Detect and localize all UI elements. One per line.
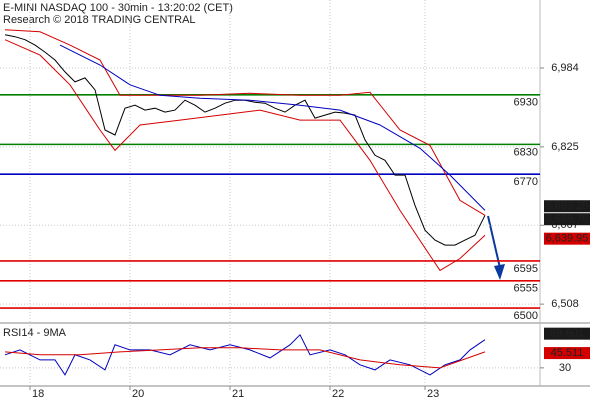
level-label: 6830	[514, 146, 538, 158]
price-label: 6,689.75	[546, 213, 589, 225]
level-label: 6930	[514, 97, 538, 109]
level-label: 6500	[514, 310, 538, 322]
forecast-arrowhead	[494, 264, 505, 280]
series-line	[59, 44, 486, 211]
x-tick-label: 21	[232, 388, 244, 400]
chart-subtitle: Research © 2018 TRADING CENTRAL	[3, 14, 196, 26]
y-tick-label: 6,984	[551, 62, 579, 74]
rsi-title: RSI14 - 9MA	[3, 327, 67, 339]
series-line	[4, 29, 486, 216]
price-label-box	[544, 347, 590, 360]
price-label: 59.601	[550, 328, 584, 340]
price-label-box	[544, 213, 590, 226]
level-label: 6595	[514, 263, 538, 275]
series-line	[4, 39, 486, 272]
price-label: 6,693.25	[546, 200, 589, 212]
y-tick-label: 30	[559, 362, 571, 374]
price-label-box	[544, 232, 590, 245]
series-line	[4, 347, 486, 369]
x-tick-label: 22	[332, 388, 344, 400]
price-label: 45.511	[551, 347, 584, 359]
level-label: 6770	[514, 176, 538, 188]
x-tick-label: 20	[132, 388, 144, 400]
x-tick-label: 18	[32, 388, 44, 400]
price-label: 6,639.95	[546, 233, 589, 245]
forecast-arrow	[487, 215, 501, 269]
level-label: 6555	[514, 283, 538, 295]
price-label-box	[544, 200, 590, 213]
y-tick-label: 6,825	[551, 141, 579, 153]
x-tick-label: 23	[427, 388, 439, 400]
chart-title: E-MINI NASDAQ 100 - 30min - 13:20:02 (CE…	[3, 2, 233, 14]
y-tick-label: 6,508	[551, 298, 579, 310]
price-label-box	[544, 327, 590, 340]
